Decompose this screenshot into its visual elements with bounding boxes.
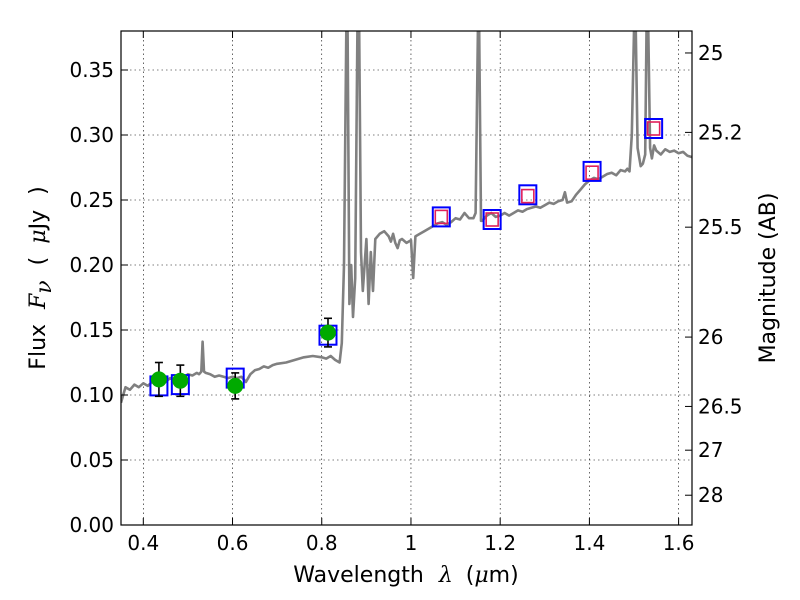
y-axis-label: Flux Fν ( μJy ) [26, 186, 57, 369]
y-tick-label: 0.30 [69, 123, 114, 147]
observed-nir-square [485, 212, 499, 227]
observed-nir-square [646, 121, 661, 136]
observed-optical-point [150, 371, 167, 388]
observed-optical-point [319, 324, 336, 341]
x-axis-units-open: ( [466, 563, 475, 588]
y-tick-label: 0.10 [69, 383, 114, 407]
mag-tick-label: 26.5 [698, 394, 743, 418]
markers-layer [149, 118, 664, 400]
model-spectrum-layer [121, 31, 692, 404]
x-axis-units-rest: m) [489, 563, 519, 588]
y-tick-label: 0.05 [69, 448, 114, 472]
y-tick-label: 0.00 [69, 513, 114, 537]
y-tick-label: 0.35 [69, 58, 114, 82]
x-tick-label: 0.4 [127, 531, 159, 555]
observed-nir-square [521, 188, 535, 204]
mag-tick-label: 27 [698, 438, 723, 462]
observed-nir-square [585, 165, 599, 180]
x-axis-label-text: Wavelength [293, 563, 424, 588]
x-axis-lambda: λ [438, 563, 453, 588]
y-axis-units-rest: Jy [26, 210, 51, 232]
x-axis-label: Wavelength λ (μm) [293, 563, 518, 588]
x-tick-label: 0.6 [217, 531, 249, 555]
mag-tick-label: 28 [698, 483, 723, 507]
mag-tick-label: 26 [698, 325, 723, 349]
mag-tick-label: 25.5 [698, 215, 743, 239]
y-axis-symbol: F [26, 293, 51, 310]
y-axis-subscript: ν [32, 280, 57, 293]
plot-frame [120, 30, 693, 526]
model-spectrum-line [121, 31, 692, 404]
model-photometry-square [644, 118, 664, 139]
y-tick-label: 0.15 [69, 318, 114, 342]
y-axis-units-close: ) [26, 186, 51, 195]
model-photometry-square [582, 160, 602, 182]
observed-optical-point [227, 377, 244, 394]
x-axis-units-mu: μ [474, 563, 488, 588]
mag-tick-label: 25.2 [698, 120, 743, 144]
y-axis-units-open: ( [26, 257, 51, 266]
observed-optical-point [172, 372, 189, 389]
y-tick-label: 0.25 [69, 188, 114, 212]
y-axis-units-mu: μ [26, 229, 51, 243]
x-tick-label: 1.4 [573, 531, 605, 555]
mag-tick-label: 25 [698, 41, 723, 65]
y-tick-label: 0.20 [69, 253, 114, 277]
right-axis-label: Magnitude (AB) [756, 193, 781, 364]
observed-nir-square [434, 209, 449, 225]
x-tick-label: 1 [405, 531, 418, 555]
model-photometry-square [431, 206, 451, 228]
ticks-layer: 0.4 0.6 0.8 1 1.2 1.4 1.6 0.00 0.05 0.10 0.15 0.20 0… [69, 31, 743, 555]
model-photometry-square [518, 184, 538, 206]
model-photometry-square [482, 209, 502, 230]
x-tick-label: 1.6 [663, 531, 695, 555]
y-axis-label-text: Flux [26, 324, 51, 370]
x-tick-label: 1.2 [484, 531, 516, 555]
x-tick-label: 0.8 [306, 531, 338, 555]
